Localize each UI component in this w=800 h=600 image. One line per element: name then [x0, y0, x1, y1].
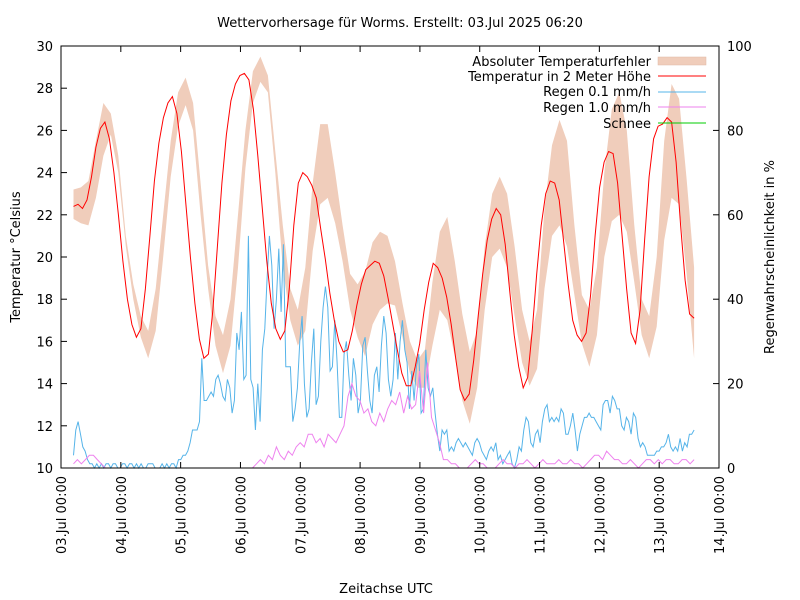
x-tick-label: 03.Jul 00:00 — [55, 476, 70, 554]
y2-tick-label: 60 — [727, 209, 744, 224]
y-tick-label: 12 — [36, 420, 53, 435]
temperature-line — [73, 72, 695, 402]
rain10-line — [73, 362, 695, 469]
y-tick-label: 20 — [36, 251, 53, 266]
x-tick-label: 06.Jul 00:00 — [234, 476, 249, 554]
x-tick-label: 10.Jul 00:00 — [474, 476, 489, 554]
x-tick-label: 05.Jul 00:00 — [175, 476, 190, 554]
legend-label-temperature: Temperatur in 2 Meter Höhe — [467, 70, 651, 85]
y-tick-label: 14 — [36, 378, 53, 393]
y-tick-label: 10 — [36, 462, 53, 477]
legend-label-snow: Schnee — [603, 117, 651, 132]
x-tick-label: 07.Jul 00:00 — [294, 476, 309, 554]
x-axis-ticks: 03.Jul 00:00 04.Jul 00:00 05.Jul 00:00 06.J… — [55, 46, 728, 554]
y-tick-label: 24 — [36, 167, 53, 182]
y2-tick-label: 80 — [727, 124, 744, 139]
legend: Absoluter Temperaturfehler Temperatur in… — [467, 55, 707, 132]
chart-title: Wettervorhersage für Worms. Erstellt: 03… — [217, 16, 583, 31]
x-tick-label: 12.Jul 00:00 — [593, 476, 608, 554]
y-tick-label: 22 — [36, 209, 53, 224]
error-band-layer — [73, 56, 695, 424]
x-tick-label: 08.Jul 00:00 — [354, 476, 369, 554]
x-tick-label: 14.Jul 00:00 — [713, 476, 728, 554]
y2-tick-label: 100 — [727, 40, 752, 55]
y2-tick-label: 40 — [727, 293, 744, 308]
y2-tick-label: 20 — [727, 378, 744, 393]
legend-swatch-error-band — [657, 56, 707, 66]
y2-axis-ticks: 0 20 40 60 80 100 — [713, 40, 752, 477]
x-tick-label: 04.Jul 00:00 — [115, 476, 130, 554]
y-tick-label: 30 — [36, 40, 53, 55]
y-tick-label: 26 — [36, 124, 53, 139]
x-tick-label: 13.Jul 00:00 — [653, 476, 668, 554]
x-tick-label: 09.Jul 00:00 — [414, 476, 429, 554]
error-band-area — [73, 56, 695, 424]
y-tick-label: 18 — [36, 293, 53, 308]
y-axis-label: Temperatur °Celsius — [9, 191, 24, 324]
legend-label-rain01: Regen 0.1 mm/h — [543, 85, 651, 100]
x-tick-label: 11.Jul 00:00 — [534, 476, 549, 554]
x-axis-label: Zeitachse UTC — [339, 582, 433, 597]
y-tick-label: 28 — [36, 82, 53, 97]
y2-tick-label: 0 — [727, 462, 735, 477]
y-axis-ticks: 10 12 14 16 18 20 22 24 26 28 30 — [36, 40, 67, 477]
rain01-line — [73, 235, 695, 470]
y2-axis-label: Regenwahrscheinlichkeit in % — [763, 160, 778, 354]
legend-label-error-band: Absoluter Temperaturfehler — [472, 55, 651, 70]
y-tick-label: 16 — [36, 335, 53, 350]
legend-label-rain10: Regen 1.0 mm/h — [543, 101, 651, 116]
